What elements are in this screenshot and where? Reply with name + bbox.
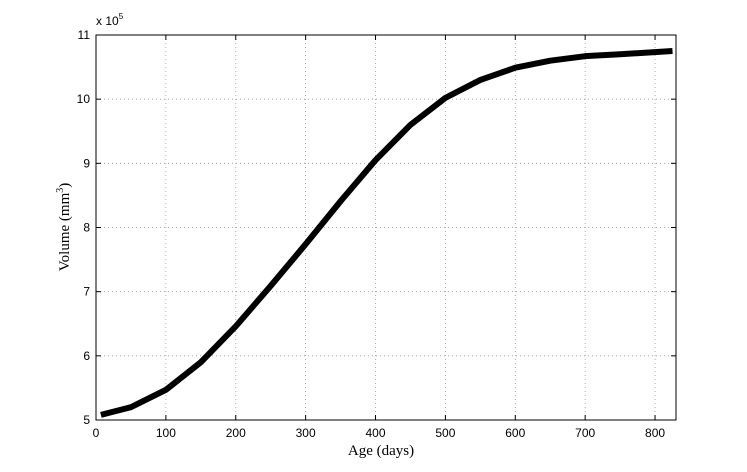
y-multiplier-exp: 5: [119, 12, 124, 21]
x-tick-label: 100: [156, 426, 176, 440]
x-tick-label: 800: [645, 426, 665, 440]
y-axis-label-sup: 3: [55, 188, 66, 193]
data-line: [100, 48, 673, 418]
y-tick-label: 9: [83, 156, 90, 170]
x-tick-label: 200: [226, 426, 246, 440]
x-tick-label: 0: [93, 426, 100, 440]
y-multiplier-base: x 10: [96, 14, 119, 28]
x-tick-label: 600: [505, 426, 525, 440]
x-tick-label: 400: [366, 426, 386, 440]
y-axis-label-end: ): [57, 183, 73, 188]
y-axis-label: Volume (mm3): [55, 183, 73, 271]
axes-box: [95, 34, 677, 421]
y-tick-label: 11: [78, 28, 91, 42]
y-tick-label: 7: [83, 285, 90, 299]
x-tick-label: 300: [296, 426, 316, 440]
y-tick-label: 8: [83, 221, 90, 235]
y-axis-label-main: Volume (mm: [57, 192, 73, 271]
y-tick-label: 6: [83, 349, 90, 363]
x-tick-label: 500: [435, 426, 455, 440]
x-tick-label: 700: [575, 426, 595, 440]
y-multiplier: x 105: [96, 12, 124, 28]
x-axis-label: Age (days): [348, 443, 414, 459]
y-tick-label: 5: [83, 413, 90, 427]
y-tick-label: 10: [77, 92, 91, 106]
